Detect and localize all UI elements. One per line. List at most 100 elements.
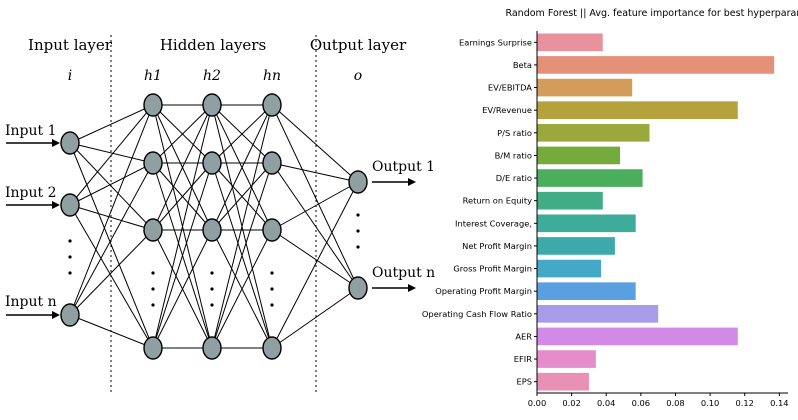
y-tick-label: B/M ratio — [495, 150, 532, 160]
x-tick-label: 0.04 — [597, 398, 615, 408]
y-tick-label: Gross Profit Margin — [453, 264, 532, 274]
input-label-n: Input n — [5, 294, 57, 310]
connection-lines — [69, 104, 359, 349]
network-nodes — [60, 93, 368, 360]
connection-line — [211, 162, 273, 231]
bar — [537, 350, 596, 368]
x-tick-label: 0.06 — [632, 398, 650, 408]
hidden-node-n — [262, 336, 282, 360]
x-tick-label: 0.14 — [770, 398, 788, 408]
hidden-node-2 — [202, 93, 222, 117]
y-tick-label: EFIR — [514, 354, 532, 364]
chart-bars — [537, 33, 775, 391]
output-label-n: Output n — [372, 265, 435, 281]
output-layer-title: Output layer — [310, 36, 407, 54]
bar — [537, 101, 738, 120]
bar — [537, 282, 636, 301]
y-tick-label: Interest Coverage, — [455, 218, 532, 228]
output-arrows — [372, 178, 416, 292]
y-tick-label: Beta — [513, 60, 532, 70]
bar — [537, 78, 633, 97]
connection-line — [69, 314, 154, 349]
input-node — [60, 303, 80, 327]
chart-y-tick-labels: Earnings Surprise Beta EV/EBITDA EV/Revenue… — [422, 37, 537, 387]
connection-line — [152, 162, 213, 231]
hidden-node-1 — [143, 218, 163, 242]
connection-line — [211, 104, 273, 349]
bar — [537, 237, 615, 255]
connection-line — [271, 162, 359, 183]
x-tick-label: 0.00 — [528, 398, 546, 408]
output-symbol: o — [354, 68, 362, 84]
feature-importance-chart: Random Forest || Avg. feature importance… — [422, 8, 798, 408]
hidden-layers-title: Hidden layers — [160, 36, 266, 54]
hidden-node-2 — [202, 151, 222, 175]
connection-line — [69, 142, 154, 349]
connection-line — [69, 142, 154, 164]
hidden-node-1 — [143, 336, 163, 360]
y-tick-label: P/S ratio — [497, 128, 532, 138]
connection-line — [211, 104, 273, 164]
bar — [537, 169, 643, 187]
connection-line — [69, 162, 154, 316]
hidden-symbol-1: h1 — [144, 68, 162, 84]
hidden-symbol-n: hn — [263, 68, 281, 84]
y-tick-label: Return on Equity — [463, 196, 532, 206]
connection-line — [211, 162, 273, 349]
hidden-symbol-2: h2 — [203, 68, 221, 84]
chart-title: Random Forest || Avg. feature importance… — [505, 8, 798, 19]
hidden-node-n — [262, 151, 282, 175]
bar — [537, 304, 659, 323]
connection-line — [69, 104, 154, 144]
connection-line — [69, 104, 154, 206]
connection-line — [69, 204, 154, 349]
y-tick-label: EV/EBITDA — [488, 83, 532, 93]
output-node — [348, 170, 368, 194]
connection-line — [152, 104, 213, 231]
y-tick-label: EPS — [516, 377, 532, 387]
bar — [537, 191, 603, 210]
y-tick-label: D/E ratio — [496, 173, 532, 183]
connection-line — [69, 162, 154, 206]
bar — [537, 214, 636, 233]
y-tick-label: EV/Revenue — [482, 105, 532, 115]
bar — [537, 146, 621, 165]
input-layer-title: Input layer — [28, 36, 113, 54]
x-tick-label: 0.02 — [562, 398, 580, 408]
hidden-node-n — [262, 93, 282, 117]
input-label-2: Input 2 — [5, 185, 57, 201]
connection-line — [271, 162, 359, 289]
connection-line — [271, 181, 359, 231]
connection-line — [271, 104, 359, 289]
ellipsis-dots — [68, 213, 360, 307]
connection-line — [271, 181, 359, 349]
bar — [537, 33, 603, 52]
bar — [537, 123, 650, 142]
connection-line — [69, 204, 154, 231]
connection-line — [69, 104, 154, 316]
connection-line — [271, 287, 359, 349]
y-tick-label: Operating Profit Margin — [435, 286, 532, 296]
x-tick-label: 0.12 — [735, 398, 753, 408]
neural-network-diagram: Input layer Hidden layers Output layer i… — [5, 35, 435, 395]
connection-line — [271, 229, 359, 289]
input-symbol: i — [68, 68, 72, 84]
connection-line — [69, 229, 154, 316]
hidden-node-2 — [202, 218, 222, 242]
bar — [537, 372, 589, 391]
y-tick-label: Operating Cash Flow Ratio — [422, 309, 532, 319]
y-tick-label: AER — [515, 331, 532, 341]
hidden-node-2 — [202, 336, 222, 360]
connection-line — [69, 142, 154, 231]
connection-line — [152, 162, 213, 349]
hidden-node-n — [262, 218, 282, 242]
connection-line — [211, 229, 273, 349]
chart-x-ticks: 0.00 0.02 0.04 0.06 0.08 0.10 0.12 0.14 — [528, 393, 789, 408]
output-label-1: Output 1 — [372, 159, 435, 175]
connection-line — [152, 229, 213, 349]
x-tick-label: 0.08 — [666, 398, 684, 408]
input-label-1: Input 1 — [5, 123, 57, 139]
connection-line — [152, 104, 213, 349]
connection-line — [211, 104, 273, 231]
